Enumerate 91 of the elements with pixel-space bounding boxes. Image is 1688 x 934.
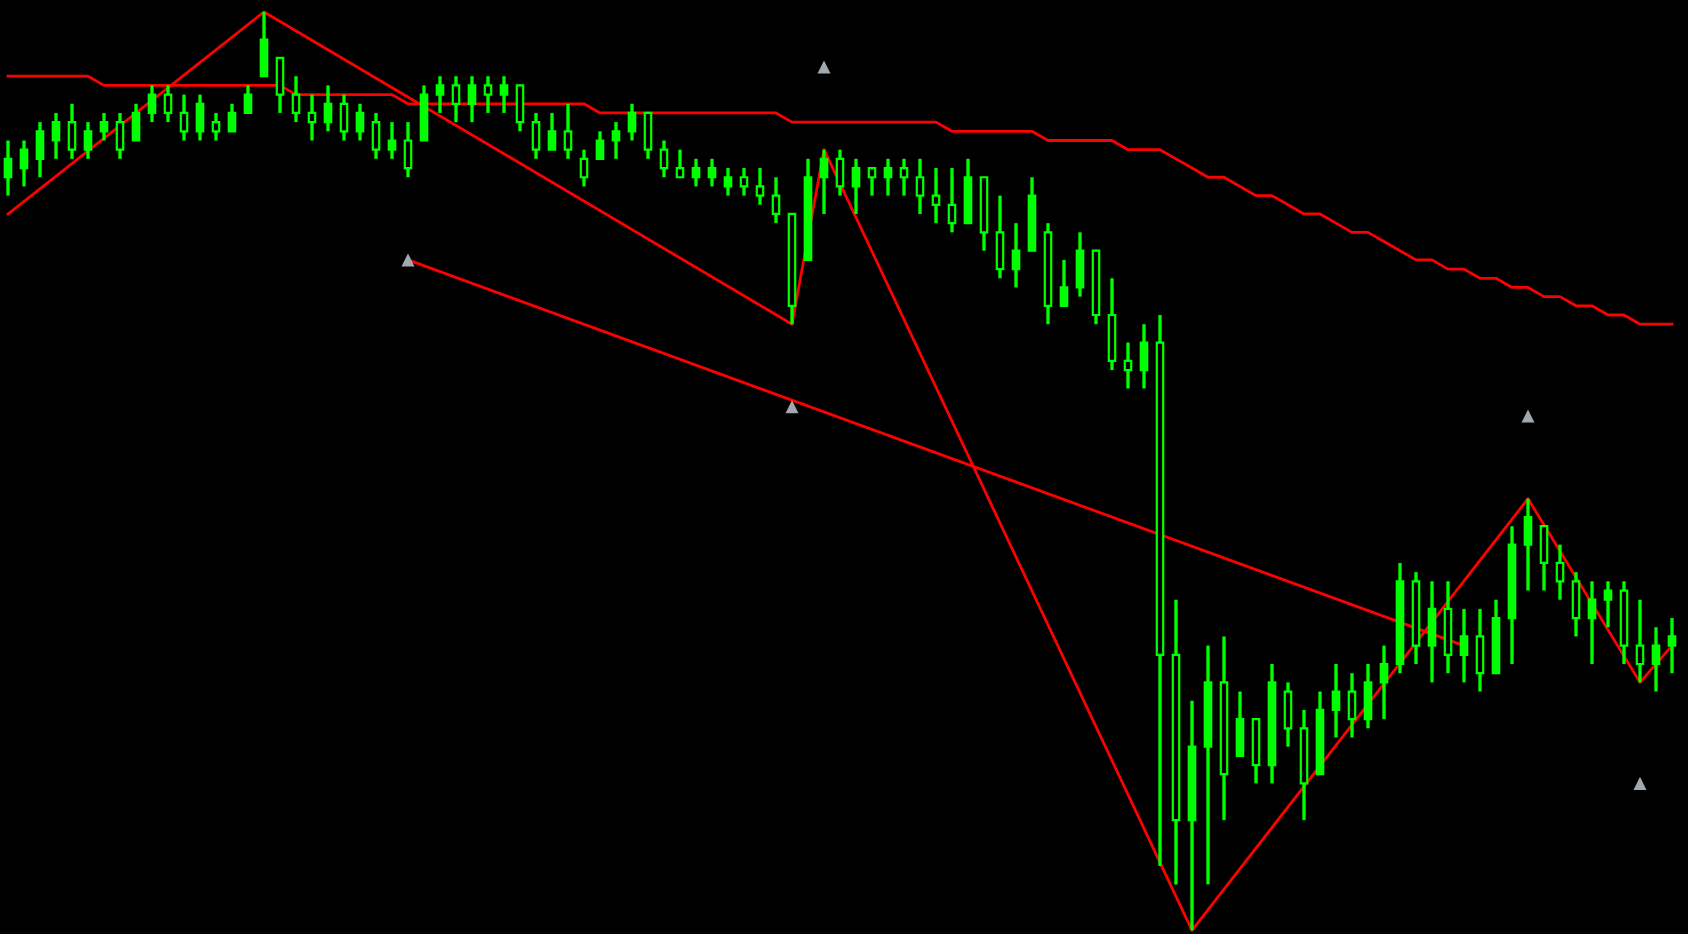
point: [401, 253, 415, 267]
candlestick: [323, 83, 333, 133]
candlestick: [643, 111, 653, 161]
candlestick: [35, 120, 45, 179]
candlestick: [947, 166, 957, 235]
candlestick: [707, 157, 717, 189]
candlestick: [579, 148, 589, 189]
candlestick: [435, 74, 445, 115]
candlestick: [163, 83, 173, 124]
candlestick: [1443, 579, 1453, 675]
candlestick: [83, 120, 93, 161]
candlestick: [851, 157, 861, 216]
candlestick: [243, 83, 253, 115]
candlestick: [691, 157, 701, 189]
candlestick: [1427, 579, 1437, 685]
candlestick: [963, 157, 973, 225]
candlestick: [259, 10, 269, 78]
candlestick: [1603, 579, 1613, 629]
candlestick: [723, 166, 733, 198]
candlestick: [531, 111, 541, 161]
point: [785, 400, 799, 414]
candlestick: [675, 148, 685, 179]
candlestick: [419, 83, 429, 143]
candlestick: [1523, 497, 1533, 593]
candlestick: [211, 111, 221, 143]
candlestick: [1635, 598, 1645, 685]
candlestick: [1011, 221, 1021, 290]
candlestick: [131, 102, 141, 143]
candlestick: [1251, 717, 1261, 786]
candlestick: [483, 74, 493, 115]
point: [1633, 776, 1647, 790]
candlestick: [467, 74, 477, 124]
candlestick: [627, 102, 637, 143]
candlestick: [515, 83, 525, 133]
candlestick: [3, 138, 13, 198]
candlestick: [371, 111, 381, 161]
candlestick: [595, 129, 605, 161]
candlestick: [1379, 643, 1389, 721]
candlestick: [403, 120, 413, 179]
candlestick: [1139, 322, 1149, 391]
candlestick: [1555, 542, 1565, 602]
candlestick: [355, 102, 365, 143]
candlestick: [1075, 230, 1085, 299]
candlestick: [51, 111, 61, 161]
candlestick: [115, 111, 125, 161]
point: [1521, 409, 1535, 423]
candlestick: [931, 166, 941, 225]
candlestick: [1331, 662, 1341, 740]
candlestick: [1651, 625, 1661, 694]
candlestick: [563, 102, 573, 161]
candlestick: [1667, 616, 1677, 675]
candlestick: [307, 92, 317, 143]
candlestick: [67, 102, 77, 161]
candlestick: [147, 83, 157, 124]
candlestick: [739, 166, 749, 198]
candlestick: [1107, 276, 1117, 372]
candlestick: [275, 56, 285, 115]
candlestick: [883, 157, 893, 198]
point: [817, 60, 831, 74]
candlestick: [611, 120, 621, 161]
candlestick: [1347, 671, 1357, 740]
candlestick: [1587, 579, 1597, 666]
candlestick: [1123, 340, 1133, 391]
candlestick: [1235, 689, 1245, 758]
candlestick: [771, 175, 781, 225]
candlestick: [195, 92, 205, 143]
candlestick: [819, 148, 829, 216]
candlestick: [547, 111, 557, 152]
candlestick: [1059, 258, 1069, 308]
candlestick: [387, 120, 397, 161]
candlestick: [1539, 524, 1549, 593]
candlestick: [1363, 662, 1373, 730]
candlestick: [867, 166, 877, 198]
candlestick: [339, 92, 349, 143]
candlestick: [915, 157, 925, 216]
candlestick: [179, 92, 189, 143]
candlestick: [755, 166, 765, 207]
candlestick: [1475, 607, 1485, 694]
candlestick: [99, 111, 109, 143]
candlestick: [659, 138, 669, 179]
candlestick: [227, 102, 237, 133]
candlestick: [1283, 680, 1293, 749]
candlestick: [995, 193, 1005, 280]
candlestick: [499, 74, 509, 115]
candlestick: [451, 74, 461, 124]
candlestick: [1459, 607, 1469, 685]
candlestick: [835, 148, 845, 198]
candlestick: [899, 157, 909, 198]
candlestick: [19, 138, 29, 189]
candlestick: [1571, 570, 1581, 639]
candlestick: [291, 74, 301, 124]
